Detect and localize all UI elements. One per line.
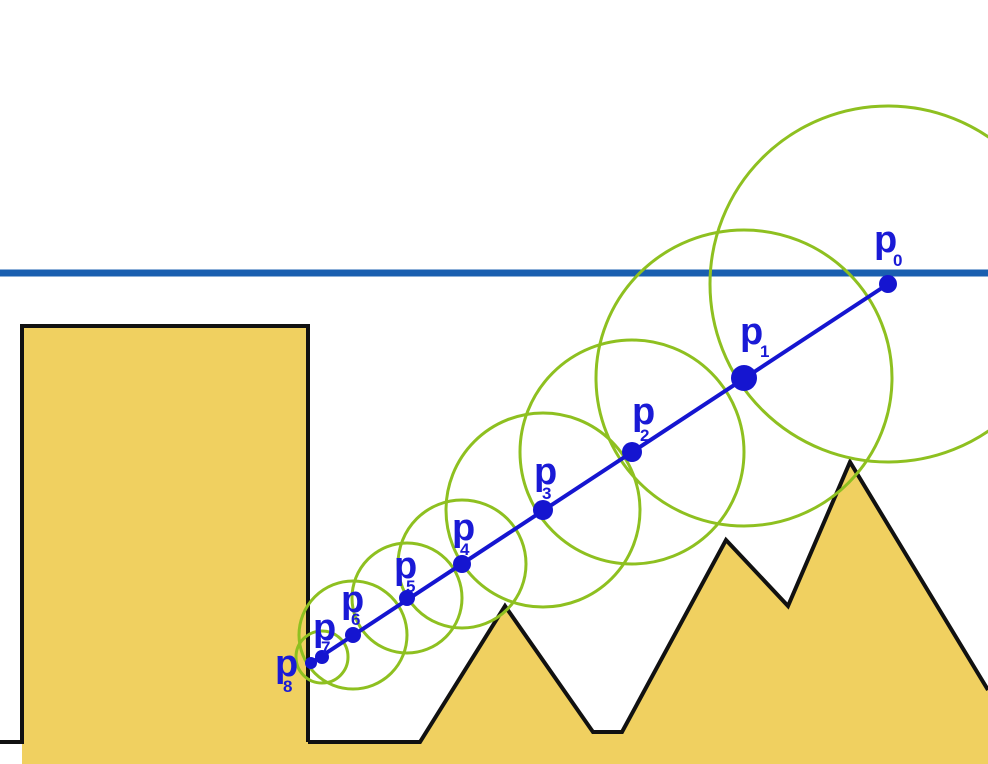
point-labels: p 0 p 1 p 2 p 3 p 4 p 5 p 6 p 7 p 8 bbox=[275, 219, 902, 696]
sample-point-p5 bbox=[399, 590, 415, 606]
distance-circle-p1 bbox=[594, 228, 894, 528]
label-p6-index: 6 bbox=[351, 610, 360, 629]
sample-point-p0 bbox=[879, 275, 897, 293]
distance-circle-p3 bbox=[444, 411, 642, 609]
label-p3-index: 3 bbox=[542, 484, 551, 503]
label-p8-index: 8 bbox=[283, 677, 292, 696]
sample-point-p3 bbox=[533, 500, 553, 520]
sample-point-p2 bbox=[622, 442, 642, 462]
label-p0: p bbox=[874, 219, 897, 261]
distance-circles bbox=[294, 104, 988, 691]
label-p5: p bbox=[394, 545, 417, 587]
terrain-block bbox=[22, 326, 308, 764]
label-p1-index: 1 bbox=[760, 342, 769, 361]
sample-point-p8 bbox=[305, 657, 317, 669]
distance-circle-p7 bbox=[294, 629, 350, 685]
ray-sample-points bbox=[305, 275, 897, 669]
sample-point-p7 bbox=[315, 650, 329, 664]
label-p0-index: 0 bbox=[893, 251, 902, 270]
sample-point-p1 bbox=[731, 365, 757, 391]
label-p4-index: 4 bbox=[460, 540, 470, 559]
terrain-mountains-outline bbox=[308, 457, 988, 744]
label-p5-index: 5 bbox=[406, 577, 415, 596]
distance-circle-p5 bbox=[350, 541, 464, 655]
label-p2: p bbox=[632, 391, 655, 433]
distance-circle-p0 bbox=[708, 104, 988, 464]
distance-circle-p4 bbox=[396, 498, 528, 630]
label-p7-index: 7 bbox=[321, 638, 330, 657]
distance-circle-p6 bbox=[297, 579, 409, 691]
distance-circle-p2 bbox=[518, 338, 746, 566]
label-p2-index: 2 bbox=[640, 426, 649, 445]
terrain-mountains bbox=[308, 462, 988, 764]
label-p7: p bbox=[313, 607, 336, 649]
label-p8: p bbox=[275, 643, 298, 685]
label-p4: p bbox=[452, 507, 475, 549]
sample-point-p6 bbox=[345, 627, 361, 643]
label-p1: p bbox=[740, 311, 763, 353]
sample-point-p4 bbox=[453, 555, 471, 573]
label-p3: p bbox=[534, 451, 557, 493]
terrain-block-outline bbox=[0, 324, 310, 744]
label-p6: p bbox=[341, 579, 364, 621]
